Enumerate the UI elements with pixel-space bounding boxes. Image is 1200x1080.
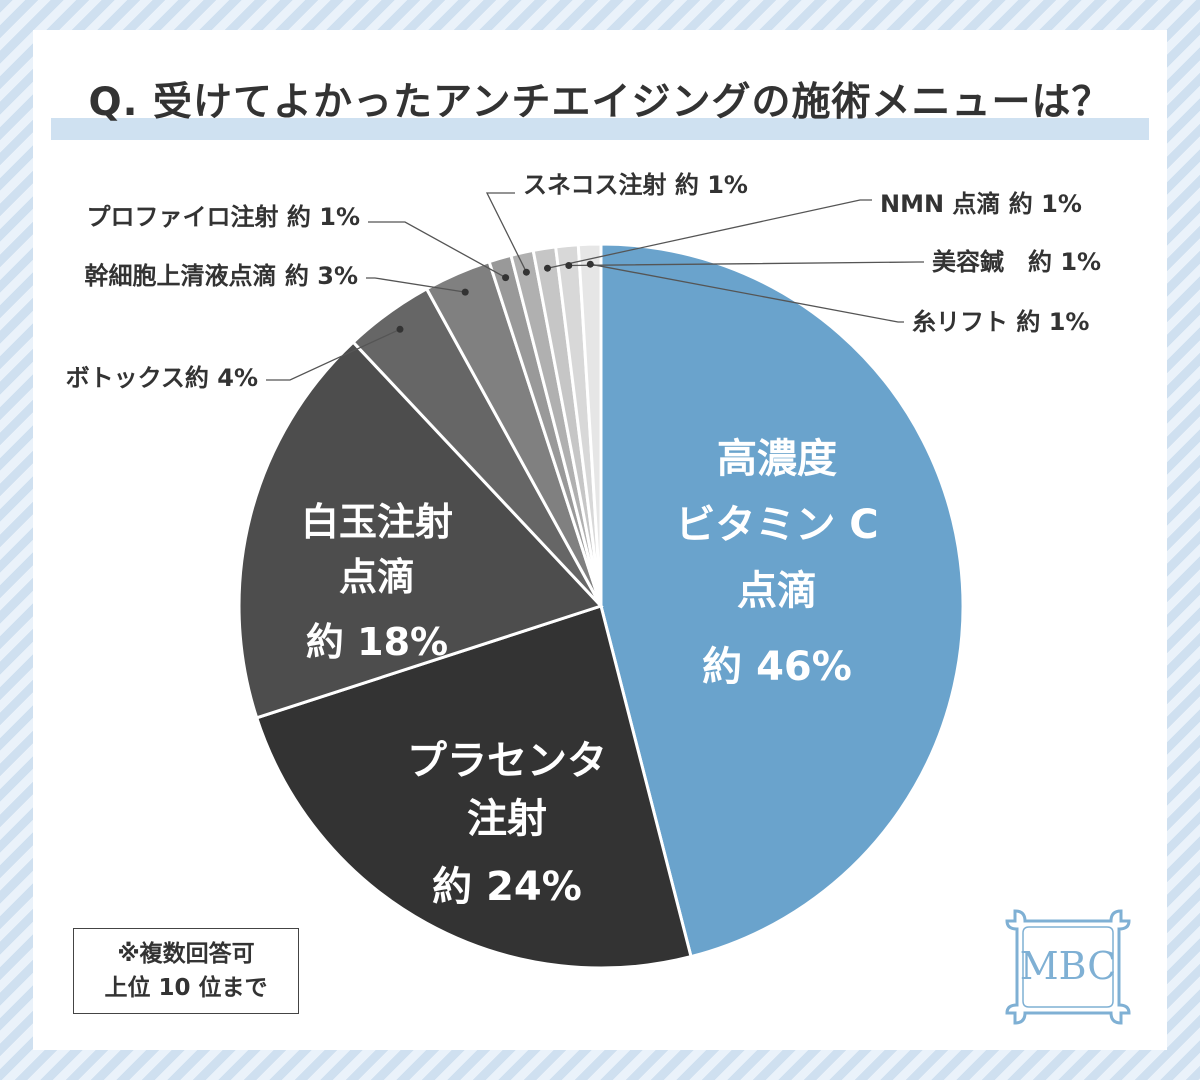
slice-label-line: ビタミン C — [675, 502, 878, 548]
callout-label: 幹細胞上清液点滴 約 3% — [85, 262, 358, 290]
logo-inner-frame — [1022, 926, 1114, 1008]
callout-label: スネコス注射 約 1% — [523, 171, 748, 199]
footnote-box: ※複数回答可 上位 10 位まで — [73, 928, 299, 1014]
slice-value-label: 約 24% — [432, 864, 582, 910]
title-underline-band — [51, 118, 1149, 140]
callout-label: 糸リフト 約 1% — [912, 308, 1089, 336]
callout-dot — [461, 288, 469, 296]
slice-label-line: 点滴 — [737, 568, 817, 614]
chart-title: Q. 受けてよかったアンチエイジングの施術メニューは？ — [88, 80, 1112, 125]
callout-leader-line — [547, 199, 872, 269]
footnote-line: ※複数回答可 — [117, 941, 255, 967]
slice-label: プラセンタ注射 — [407, 738, 607, 842]
slice-label: 白玉注射点滴 — [301, 500, 453, 599]
slice-value-label: 約 46% — [702, 644, 852, 690]
callout-dot — [544, 264, 551, 272]
pie-slice — [599, 242, 965, 959]
slice-label-line: 高濃度 — [717, 436, 837, 482]
callout-label: ボトックス約 4% — [66, 364, 258, 392]
callout-label: プロファイロ注射 約 1% — [87, 203, 360, 231]
callout-leader-line — [366, 277, 466, 293]
callout-dot — [565, 262, 573, 269]
footnote-line: 上位 10 位まで — [104, 975, 268, 1001]
pie-slice — [237, 339, 604, 720]
slice-label-line: プラセンタ — [407, 738, 607, 784]
callout-dot — [396, 325, 404, 333]
logo-frame — [1005, 909, 1131, 1025]
callout-dot — [502, 274, 510, 282]
callout-leader-line — [368, 221, 506, 279]
logo-text: MBC — [1020, 944, 1117, 988]
callout-leader-line — [590, 263, 904, 323]
callout-dot — [522, 268, 530, 276]
mbc-logo: MBC — [1005, 909, 1131, 1025]
callout-leader-line — [568, 261, 924, 267]
slice-label-line: 注射 — [467, 796, 547, 842]
slice-label: 高濃度ビタミン C 点滴 — [675, 436, 878, 614]
callout-leader-line — [266, 328, 401, 381]
callout-dot — [586, 260, 594, 268]
slice-label-line: 白玉注射 — [301, 500, 453, 544]
callout-label: 美容鍼 約 1% — [932, 248, 1101, 276]
callout-leader-line — [485, 192, 527, 273]
pie-slice — [254, 604, 693, 970]
slice-label-line: 点滴 — [339, 555, 415, 599]
pie-slice — [576, 242, 603, 607]
callout-label: NMN 点滴 約 1% — [880, 190, 1082, 218]
slice-value-label: 約 18% — [306, 620, 448, 664]
